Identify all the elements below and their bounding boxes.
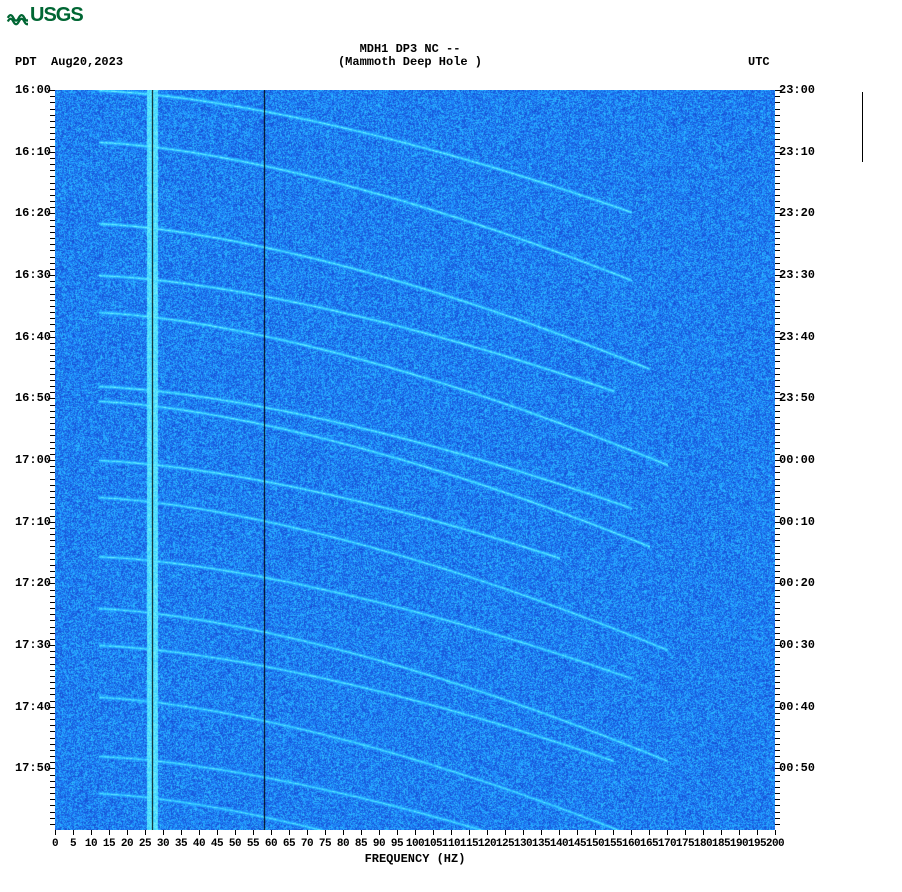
- x-axis-label: FREQUENCY (HZ): [55, 830, 775, 866]
- title-line2: (Mammoth Deep Hole ): [0, 55, 820, 69]
- right-scale-stub: [862, 92, 863, 162]
- logo-text: USGS: [30, 4, 83, 27]
- usgs-logo: USGS: [6, 4, 83, 27]
- title-line1: MDH1 DP3 NC --: [0, 42, 820, 56]
- wave-icon: [6, 5, 28, 27]
- tz-right-label: UTC: [748, 55, 770, 69]
- spectrogram-plot: 16:0023:0016:1023:1016:2023:2016:3023:30…: [55, 90, 775, 830]
- spectrogram-canvas: [55, 90, 775, 830]
